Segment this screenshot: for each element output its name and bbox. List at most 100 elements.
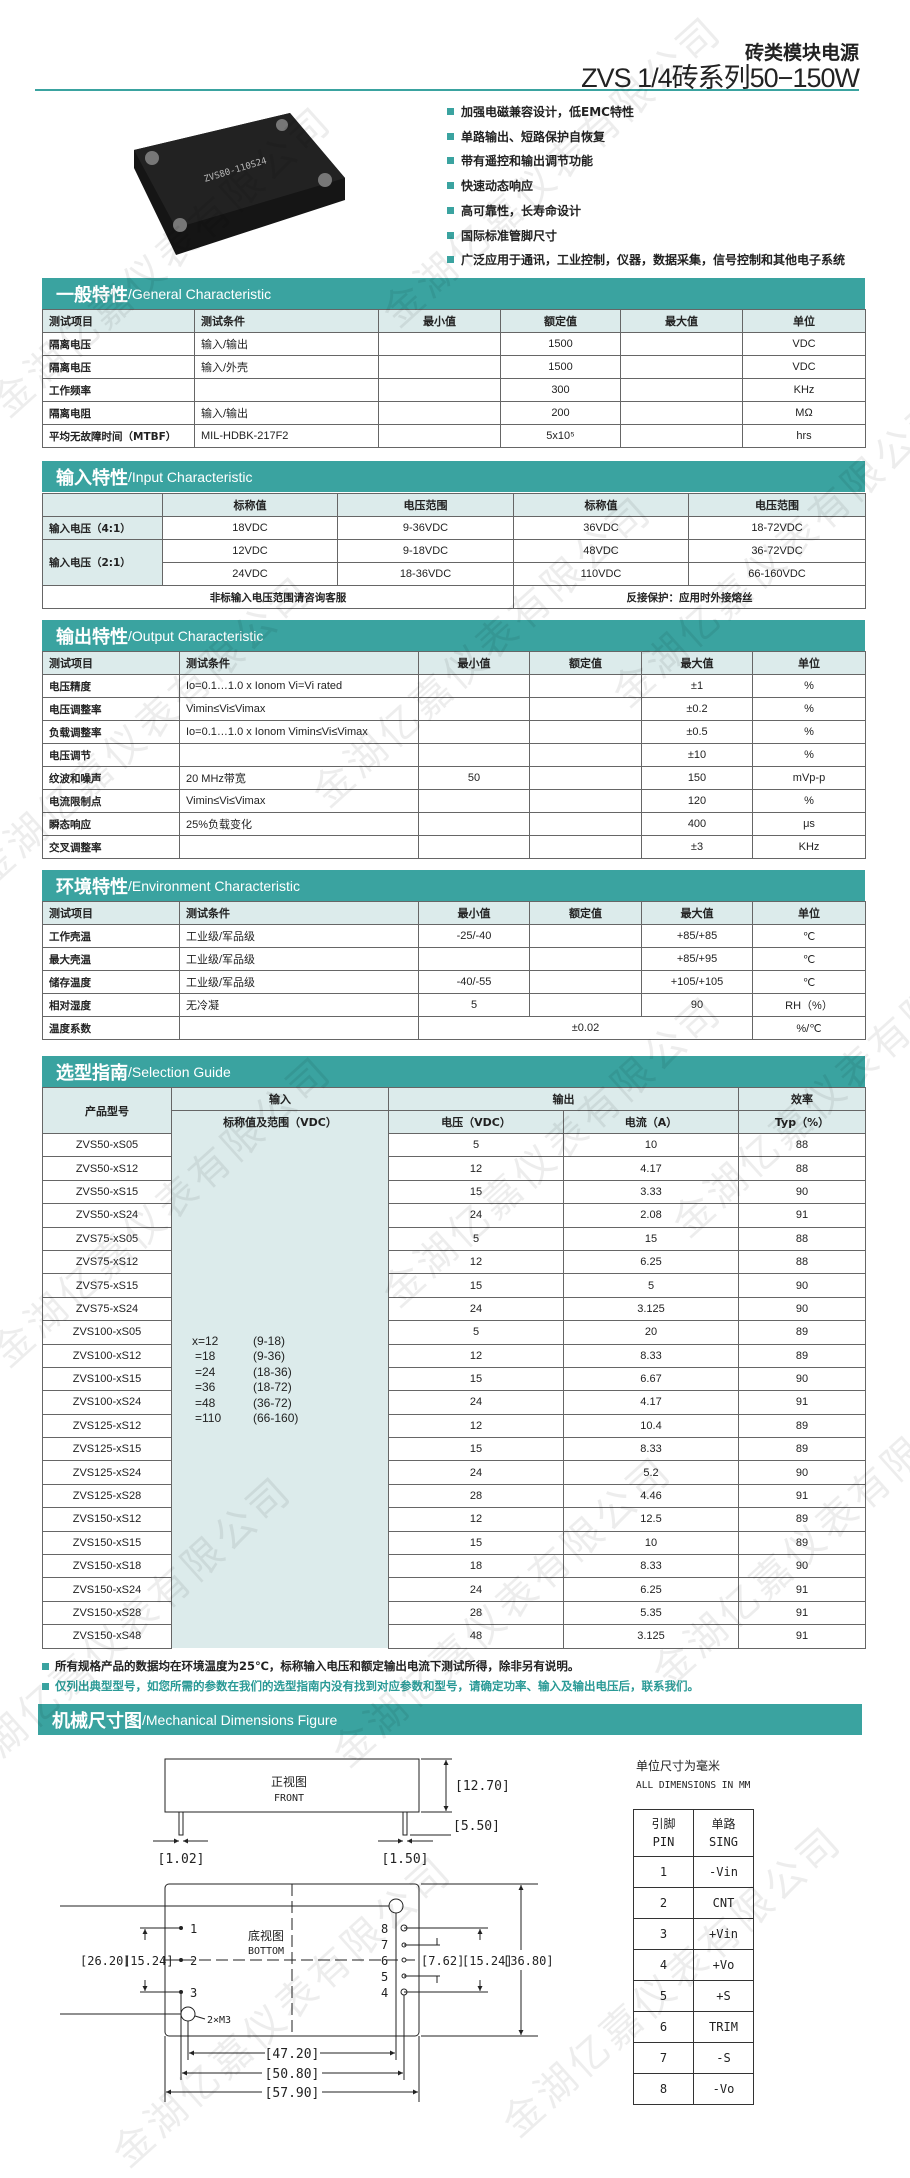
table-row: 最大壳温 工业级/军品级 +85/+95 ℃: [42, 947, 866, 971]
table-cell: [529, 766, 642, 790]
table-cell: 输入/输出: [194, 401, 379, 425]
table-cell: 89: [738, 1507, 866, 1532]
table-cell: [378, 401, 501, 425]
feature-text: 加强电磁兼容设计，低EMC特性: [461, 105, 634, 119]
pin-row: 8 -Vo: [633, 2073, 754, 2105]
table-cell: 48VDC: [513, 539, 689, 563]
input-range: (66-160): [253, 1411, 299, 1425]
pin-number: 4: [381, 1986, 388, 2000]
table-cell: [418, 674, 530, 698]
table-cell: 48: [388, 1624, 564, 1649]
dim-right-3680: [36.80]: [503, 1954, 554, 1968]
section-title-en: /Input Characteristic: [128, 468, 253, 485]
table-cell: 90: [641, 993, 753, 1017]
table-cell: 9-36VDC: [337, 516, 514, 540]
feature-item: 广泛应用于通讯，工业控制，仪器，数据采集，信号控制和其他电子系统: [447, 251, 845, 268]
table-cell: 66-160VDC: [688, 562, 866, 586]
table-cell: [529, 924, 642, 948]
table-cell: VDC: [742, 355, 866, 379]
table-cell: 3.125: [563, 1296, 739, 1322]
table-cell: 110VDC: [513, 562, 689, 586]
table-row: 工作频率 300 KHz: [42, 378, 866, 402]
pin-function: -Vin: [693, 1856, 754, 1888]
sing-header-cn: 单路: [711, 1817, 736, 1831]
bullet-icon: [447, 256, 454, 264]
bullet-icon: [42, 1662, 49, 1670]
table-cell: 36-72VDC: [688, 539, 866, 563]
feature-item: 带有遥控和输出调节功能: [447, 152, 593, 169]
model-cell: ZVS50-xS05: [42, 1132, 172, 1158]
table-cell: -25/-40: [418, 924, 530, 948]
table-cell: 5: [388, 1226, 564, 1251]
table-cell: 90: [738, 1554, 866, 1579]
table-row: ZVS125-xS28 28 4.46 91: [42, 1483, 866, 1509]
table-cell: 88: [738, 1156, 866, 1181]
model-cell: ZVS75-xS05: [42, 1226, 172, 1251]
table-cell: 12: [388, 1343, 564, 1368]
table-cell: 12VDC: [162, 539, 338, 563]
table-cell: 28: [388, 1483, 564, 1509]
dim-right-762: [7.62]: [421, 1954, 464, 1968]
feature-text: 高可靠性，长寿命设计: [461, 203, 582, 218]
table-cell: 300: [500, 378, 621, 402]
table-row: 工作壳温 工业级/军品级 -25/-40 +85/+85 ℃: [42, 924, 866, 948]
dim-width-3: [57.90]: [265, 2086, 320, 2101]
sing-header: 单路 SING: [693, 1809, 754, 1857]
table-cell: 88: [738, 1249, 866, 1275]
table-cell: 6.67: [563, 1366, 739, 1392]
table-row: 平均无故障时间（MTBF） MIL-HDBK-217F2 5x10⁵ hrs: [42, 424, 866, 448]
input-nominal: =36: [195, 1380, 216, 1394]
section-title: 环境特性: [56, 876, 128, 898]
input-nominal: x=12: [192, 1333, 219, 1348]
table-cell: 18VDC: [162, 516, 338, 540]
table-cell: 5: [388, 1320, 564, 1345]
table-cell: ℃: [752, 970, 866, 994]
table-cell: 15: [388, 1179, 564, 1205]
table-cell: 平均无故障时间（MTBF）: [42, 424, 195, 448]
table-cell: 5.35: [563, 1600, 739, 1626]
column-header: 测试项目: [42, 309, 195, 333]
pin-number: 5: [633, 1980, 694, 2012]
note-text: 所有规格产品的数据均在环境温度为25℃，标称输入电压和额定输出电流下测试所得，除…: [55, 1659, 580, 1673]
table-cell: 工业级/军品级: [179, 924, 419, 948]
table-row: ZVS75-xS15 15 5 90: [42, 1273, 866, 1298]
table-cell: ℃: [752, 947, 866, 971]
pin-function: +Vin: [693, 1918, 754, 1950]
table-cell: 88: [738, 1132, 866, 1158]
series-title: ZVS 1/4砖系列50−150W: [581, 63, 860, 93]
table-cell: 89: [738, 1343, 866, 1368]
column-header: 单位: [752, 901, 866, 925]
column-header: 测试条件: [179, 651, 419, 675]
table-row: ZVS125-xS24 24 5.2 90: [42, 1460, 866, 1485]
pin-number: 8: [633, 2073, 694, 2105]
column-header: 测试条件: [179, 901, 419, 925]
table-cell: 90: [738, 1179, 866, 1205]
feature-item: 单路输出、短路保护自恢复: [447, 128, 605, 145]
table-cell: KHz: [752, 835, 866, 859]
input-range-cell: x=12 (9-18) =18 (9-36) =24 (18-36) =36 (18-72) =…: [171, 1133, 389, 1649]
section-title-en: /Output Characteristic: [128, 627, 264, 644]
selection-table: 产品型号 输入 输出 效率 标称值及范围（VDC） 电压（VDC） 电流（A） Typ（%） Z…: [42, 1087, 866, 1649]
pin-front: [178, 1811, 184, 1836]
table-row: ZVS150-xS48 48 3.125 91: [42, 1624, 866, 1649]
table-cell: 5: [418, 993, 530, 1017]
pin-number: 3: [633, 1918, 694, 1950]
row-label: 输入电压（4:1）: [42, 516, 163, 540]
table-cell: [529, 674, 642, 698]
table-cell: %: [752, 720, 866, 744]
table-cell: ±0.2: [641, 697, 753, 721]
general-table: 测试项目 测试条件 最小值 额定值 最大值 单位 隔离电压 输入/输出 1500 VDC 隔离电压输…: [42, 309, 866, 448]
table-cell: 3.125: [563, 1624, 739, 1649]
pin-number: 2: [190, 1954, 197, 1968]
model-cell: ZVS150-xS15: [42, 1530, 172, 1556]
table-row: ZVS100-xS24 24 4.17 91: [42, 1390, 866, 1415]
table-row: 电流限制点 Vimin≤Vi≤Vimax 120%: [42, 789, 866, 813]
table-cell: 隔离电压: [42, 355, 195, 379]
table-cell: 8.33: [563, 1437, 739, 1462]
mechanical-drawing: 正视图 FRONT [12.70] [5.50] [1.02] [1.50] 底…: [60, 1758, 554, 2102]
table-cell: [620, 424, 743, 448]
table-row: ZVS100-xS12 12 8.33 89: [42, 1343, 866, 1368]
pin-number: 2: [633, 1887, 694, 1919]
table-cell: 5: [563, 1273, 739, 1298]
column-header: 测试项目: [42, 651, 180, 675]
